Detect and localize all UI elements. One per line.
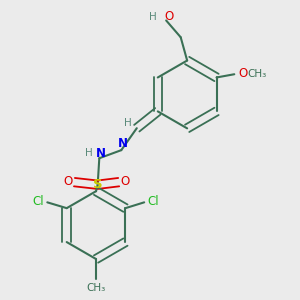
- Text: H: H: [124, 118, 132, 128]
- Text: N: N: [96, 147, 106, 160]
- Text: H: H: [149, 12, 157, 22]
- Text: Cl: Cl: [32, 195, 44, 208]
- Text: O: O: [121, 175, 130, 188]
- Text: S: S: [93, 178, 103, 191]
- Text: CH₃: CH₃: [86, 283, 106, 293]
- Text: N: N: [118, 136, 128, 150]
- Text: Cl: Cl: [147, 195, 159, 208]
- Text: O: O: [238, 67, 248, 80]
- Text: O: O: [63, 175, 73, 188]
- Text: O: O: [164, 10, 173, 23]
- Text: CH₃: CH₃: [248, 69, 267, 79]
- Text: H: H: [85, 148, 93, 158]
